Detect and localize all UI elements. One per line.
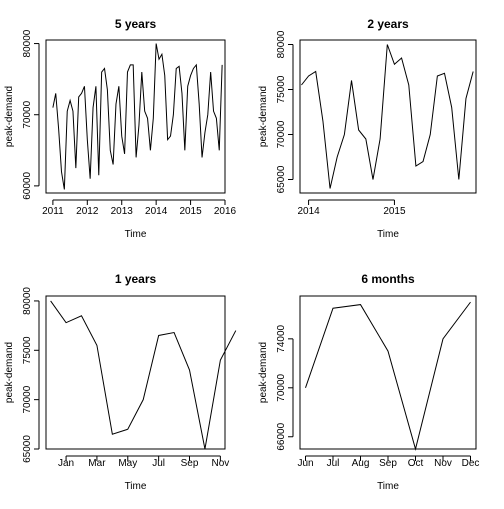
x-tick-label: 2015 bbox=[383, 206, 406, 217]
x-axis-label: Time bbox=[377, 481, 399, 492]
y-tick-label: 75000 bbox=[276, 75, 287, 103]
y-tick-label: 80000 bbox=[22, 29, 33, 57]
x-tick-label: 2014 bbox=[145, 206, 168, 217]
x-tick-label: Jul bbox=[152, 458, 165, 469]
plot-frame bbox=[45, 39, 226, 194]
x-axis-label: Time bbox=[125, 481, 147, 492]
y-tick-label: 70000 bbox=[276, 373, 287, 401]
y-tick-label: 60000 bbox=[22, 172, 33, 200]
plot-frame bbox=[45, 295, 226, 450]
y-tick-label: 66000 bbox=[276, 422, 287, 450]
plot-frame bbox=[299, 295, 477, 450]
chart-panel-1: 5 years 2011 2012 2013 2014 2015 2016 60000 7000… bbox=[4, 17, 237, 240]
x-tick-label: May bbox=[118, 458, 137, 469]
y-tick-label: 70000 bbox=[276, 120, 287, 148]
x-tick-label: 2013 bbox=[111, 206, 134, 217]
chart-title: 6 months bbox=[361, 272, 415, 286]
series-line bbox=[50, 300, 237, 450]
y-tick-label: 80000 bbox=[22, 287, 33, 315]
chart-panel-2: 2 years 2014 2015 65000 70000 75000 80000 Time p… bbox=[258, 17, 477, 240]
x-tick-label: 2011 bbox=[42, 206, 64, 217]
x-tick-label: Jun bbox=[297, 458, 313, 469]
y-axis-label: peak-demand bbox=[258, 342, 269, 403]
x-tick-label: 2014 bbox=[297, 206, 320, 217]
chart-title: 5 years bbox=[115, 17, 157, 31]
chart-panel-3: 1 years Jan Mar May Jul Sep Nov 65000 70000 75000… bbox=[4, 272, 237, 492]
x-axis-label: Time bbox=[377, 229, 399, 240]
x-tick-label: Dec bbox=[462, 458, 480, 469]
x-tick-label: Jan bbox=[58, 458, 74, 469]
x-tick-label: Sep bbox=[379, 458, 397, 469]
chart-title: 1 years bbox=[115, 272, 157, 286]
y-axis-label: peak-demand bbox=[4, 342, 15, 403]
x-tick-label: 2016 bbox=[214, 206, 237, 217]
x-tick-label: 2012 bbox=[76, 206, 99, 217]
series-line bbox=[52, 43, 223, 190]
series-line bbox=[305, 301, 471, 451]
x-tick-label: Nov bbox=[434, 458, 452, 469]
x-tick-label: Aug bbox=[352, 458, 370, 469]
y-tick-label: 74000 bbox=[276, 325, 287, 353]
plot-frame bbox=[299, 39, 477, 194]
y-tick-label: 65000 bbox=[276, 165, 287, 193]
chart-panel-4: 6 months Jun Jul Aug Sep Oct Nov Dec 66000 70000 7… bbox=[258, 272, 479, 492]
x-tick-label: Sep bbox=[181, 458, 199, 469]
x-tick-label: 2015 bbox=[179, 206, 202, 217]
y-axis-label: peak-demand bbox=[4, 86, 15, 147]
x-tick-label: Jul bbox=[327, 458, 340, 469]
x-tick-label: Mar bbox=[88, 458, 106, 469]
y-tick-label: 65000 bbox=[22, 435, 33, 463]
y-axis-label: peak-demand bbox=[258, 86, 269, 147]
y-tick-label: 75000 bbox=[22, 336, 33, 364]
x-tick-label: Nov bbox=[211, 458, 229, 469]
y-tick-label: 80000 bbox=[276, 30, 287, 58]
y-tick-label: 70000 bbox=[22, 100, 33, 128]
x-axis-label: Time bbox=[125, 229, 147, 240]
series-line bbox=[301, 44, 474, 189]
x-tick-label: Oct bbox=[408, 458, 424, 469]
y-tick-label: 70000 bbox=[22, 385, 33, 413]
chart-title: 2 years bbox=[367, 17, 409, 31]
